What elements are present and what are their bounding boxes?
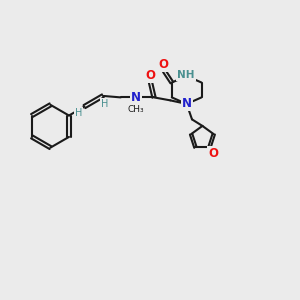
- Text: O: O: [158, 58, 168, 71]
- Text: O: O: [208, 147, 218, 160]
- Text: NH: NH: [177, 70, 195, 80]
- Text: H: H: [100, 99, 108, 109]
- Text: H: H: [75, 108, 82, 118]
- Text: CH₃: CH₃: [128, 105, 144, 114]
- Text: N: N: [131, 91, 141, 104]
- Text: O: O: [146, 69, 155, 82]
- Text: N: N: [182, 98, 192, 110]
